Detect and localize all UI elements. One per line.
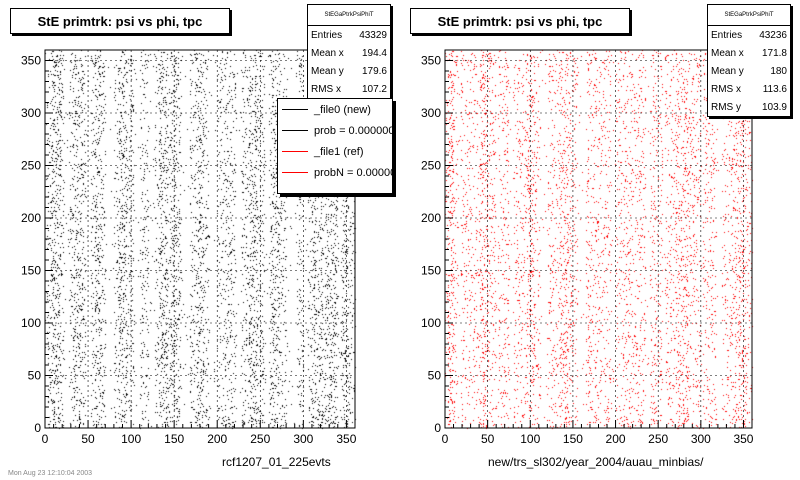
x-tick-label: 200	[606, 432, 626, 446]
left-caption: rcf1207_01_225evts	[222, 455, 331, 469]
y-tick-label: 150	[21, 264, 41, 278]
x-tick-label: 150	[563, 432, 583, 446]
right-stats-row: Mean y 180	[708, 62, 790, 80]
y-tick-label: 250	[21, 159, 41, 173]
x-tick-label: 300	[691, 432, 711, 446]
y-tick-label: 350	[421, 54, 441, 68]
stat-label: Entries	[711, 29, 743, 41]
stat-label: Mean x	[711, 47, 744, 59]
y-tick-label: 100	[421, 316, 441, 330]
left-title: StE primtrk: psi vs phi, tpc	[10, 8, 230, 34]
y-tick-label: 300	[21, 106, 41, 120]
legend-label: prob = 0.000000	[314, 124, 393, 137]
stat-value: 43236	[759, 29, 787, 41]
stat-value: 194.4	[361, 47, 387, 59]
left-stats-box: StEGaPtrkPsiPhiT Entries 43329 Mean x 194.…	[307, 4, 391, 99]
y-tick-label: 50	[28, 369, 42, 383]
stat-value: 103.9	[761, 101, 787, 113]
legend-entry: probN = 0.000000	[278, 162, 392, 183]
right-stats-row: RMS y 103.9	[708, 98, 790, 116]
y-tick-label: 50	[428, 369, 442, 383]
stat-label: Mean y	[311, 65, 344, 77]
stat-label: Mean y	[711, 65, 744, 77]
y-tick-label: 0	[34, 421, 41, 435]
x-tick-label: 300	[293, 432, 313, 446]
legend-line-red	[282, 172, 308, 173]
right-title: StE primtrk: psi vs phi, tpc	[410, 8, 630, 34]
x-tick-label: 150	[164, 432, 184, 446]
legend-line-black	[282, 130, 308, 131]
legend-entry: _file0 (new)	[278, 99, 392, 120]
x-tick-label: 200	[207, 432, 227, 446]
right-stats-row: RMS x 113.6	[708, 80, 790, 98]
legend-box: _file0 (new) prob = 0.000000 _file1 (ref…	[277, 98, 393, 194]
legend-label: _file0 (new)	[314, 103, 371, 116]
x-tick-label: 250	[250, 432, 270, 446]
x-tick-label: 250	[648, 432, 668, 446]
left-stats-row: Mean y 179.6	[308, 62, 390, 80]
y-tick-label: 250	[421, 159, 441, 173]
y-tick-label: 200	[421, 211, 441, 225]
plot-frame	[444, 49, 753, 429]
left-stats-row: Entries 43329	[308, 26, 390, 44]
y-tick-label: 150	[421, 264, 441, 278]
x-tick-label: 100	[121, 432, 141, 446]
y-tick-label: 350	[21, 54, 41, 68]
x-tick-label: 350	[733, 432, 753, 446]
left-stats-row: RMS x 107.2	[308, 80, 390, 98]
right-title-text: StE primtrk: psi vs phi, tpc	[437, 13, 603, 29]
legend-label: probN = 0.000000	[314, 166, 392, 179]
x-tick-label: 100	[520, 432, 540, 446]
legend-entry: prob = 0.000000	[278, 120, 392, 141]
left-title-text: StE primtrk: psi vs phi, tpc	[37, 13, 203, 29]
x-tick-label: 50	[481, 432, 495, 446]
right-stats-header: StEGaPtrkPsiPhiT	[708, 5, 790, 26]
stat-label: Entries	[311, 29, 343, 41]
stat-label: RMS x	[711, 83, 741, 95]
stat-label: RMS y	[711, 101, 741, 113]
stat-value: 171.8	[761, 47, 787, 59]
stat-label: RMS x	[311, 83, 341, 95]
y-tick-label: 0	[434, 421, 441, 435]
legend-entry: _file1 (ref)	[278, 141, 392, 162]
stat-value: 43329	[359, 29, 387, 41]
right-caption: new/trs_sl302/year_2004/auau_minbias/	[488, 455, 704, 469]
stat-label: Mean x	[311, 47, 344, 59]
stat-value: 180	[770, 65, 787, 77]
y-tick-label: 100	[21, 316, 41, 330]
footer-timestamp: Mon Aug 23 12:10:04 2003	[8, 470, 93, 477]
left-stats-row: Mean x 194.4	[308, 44, 390, 62]
legend-line-black	[282, 109, 308, 110]
left-stats-header: StEGaPtrkPsiPhiT	[308, 5, 390, 26]
x-tick-label: 350	[336, 432, 356, 446]
stat-value: 179.6	[361, 65, 387, 77]
y-tick-label: 200	[21, 211, 41, 225]
x-tick-label: 50	[81, 432, 95, 446]
stat-value: 113.6	[762, 83, 787, 95]
legend-line-red	[282, 151, 308, 152]
right-stats-box: StEGaPtrkPsiPhiT Entries 43236 Mean x 171.…	[707, 4, 791, 117]
y-tick-label: 300	[421, 106, 441, 120]
x-tick-label: 0	[42, 432, 49, 446]
right-stats-row: Mean x 171.8	[708, 44, 790, 62]
right-stats-row: Entries 43236	[708, 26, 790, 44]
stat-value: 107.2	[361, 83, 387, 95]
legend-label: _file1 (ref)	[314, 145, 364, 158]
x-tick-label: 0	[442, 432, 449, 446]
